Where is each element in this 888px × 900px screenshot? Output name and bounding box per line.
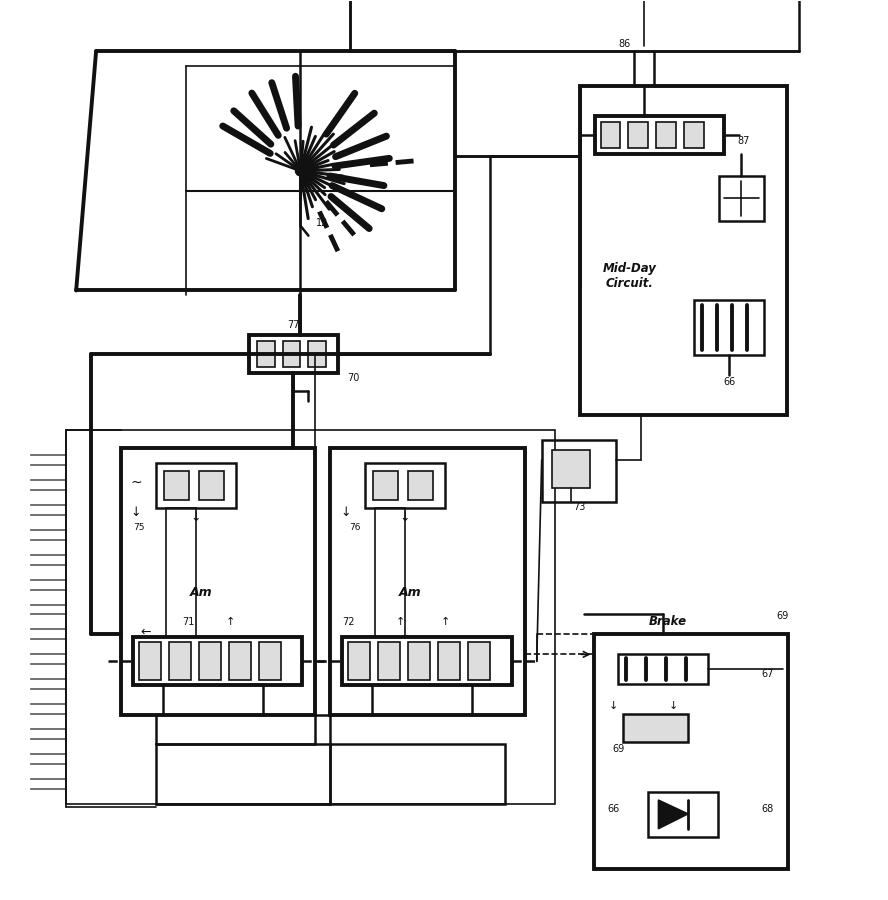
Text: Am: Am — [399, 586, 422, 599]
Text: 69: 69 — [613, 744, 624, 754]
Bar — [169, 643, 191, 680]
Bar — [618, 654, 708, 684]
Bar — [257, 341, 274, 367]
Bar — [656, 122, 677, 148]
Bar — [121, 448, 315, 716]
Bar — [156, 463, 235, 508]
Text: ~: ~ — [131, 476, 142, 490]
Text: ↓: ↓ — [131, 507, 141, 519]
Bar — [156, 744, 330, 804]
Text: Mid-Day
Circuit.: Mid-Day Circuit. — [602, 262, 656, 290]
Bar — [438, 643, 460, 680]
Bar — [593, 634, 788, 868]
Text: 73: 73 — [574, 502, 586, 512]
Text: Am: Am — [189, 586, 212, 599]
Bar — [229, 643, 250, 680]
Bar — [365, 463, 445, 508]
Text: Brake: Brake — [649, 615, 687, 628]
Bar — [629, 122, 648, 148]
Text: 66: 66 — [607, 804, 620, 814]
Bar — [139, 643, 161, 680]
Bar — [719, 176, 764, 220]
Text: 72: 72 — [342, 617, 354, 627]
Text: 77: 77 — [287, 320, 300, 330]
Bar — [199, 471, 224, 500]
Text: 66: 66 — [723, 377, 735, 387]
Bar — [133, 637, 303, 685]
Bar — [685, 122, 704, 148]
Bar — [580, 86, 787, 415]
Circle shape — [296, 166, 305, 176]
Text: ↓: ↓ — [191, 511, 201, 525]
Bar — [67, 430, 555, 804]
Bar — [249, 336, 338, 374]
Text: 68: 68 — [762, 804, 774, 814]
Bar — [330, 744, 504, 804]
Bar — [468, 643, 490, 680]
Text: ↓: ↓ — [340, 507, 351, 519]
Text: ↑: ↑ — [440, 617, 449, 627]
Bar — [408, 643, 430, 680]
Text: ↓: ↓ — [609, 701, 618, 711]
Bar — [595, 116, 724, 154]
Text: ←: ← — [140, 626, 151, 639]
Bar — [342, 637, 511, 685]
Bar — [542, 440, 616, 502]
Text: 87: 87 — [738, 136, 750, 146]
Text: ↑: ↑ — [395, 617, 405, 627]
Bar — [373, 471, 398, 500]
Bar — [282, 341, 300, 367]
Bar — [623, 715, 688, 742]
Bar — [348, 643, 370, 680]
Text: 67: 67 — [762, 670, 774, 680]
Bar — [551, 450, 590, 488]
Bar — [308, 341, 327, 367]
Bar — [164, 471, 189, 500]
Text: 86: 86 — [618, 40, 630, 50]
Text: ↓: ↓ — [669, 701, 678, 711]
Polygon shape — [658, 800, 688, 829]
Bar — [694, 301, 764, 356]
Bar — [330, 448, 525, 716]
Text: 75: 75 — [133, 523, 145, 532]
Bar — [408, 471, 433, 500]
Bar — [378, 643, 400, 680]
Text: 71: 71 — [183, 617, 195, 627]
Text: 12: 12 — [316, 218, 329, 228]
Text: 70: 70 — [347, 374, 360, 383]
Text: 76: 76 — [350, 523, 361, 532]
Text: 69: 69 — [777, 611, 789, 622]
Bar — [199, 643, 221, 680]
Bar — [258, 643, 281, 680]
Text: ↑: ↑ — [226, 617, 235, 627]
Bar — [600, 122, 621, 148]
Bar — [648, 792, 718, 837]
Text: ↓: ↓ — [400, 511, 410, 525]
